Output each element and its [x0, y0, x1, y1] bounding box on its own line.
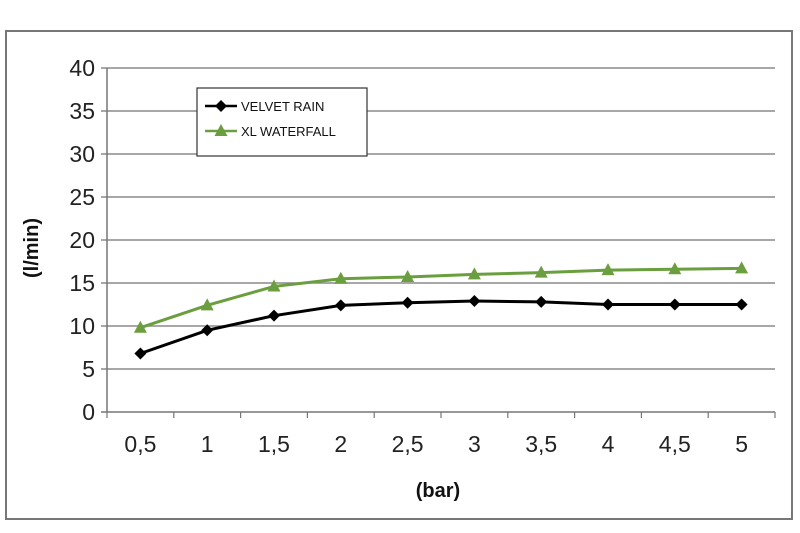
- y-axis-label: (l/min): [21, 218, 43, 278]
- x-tick-label: 4,5: [659, 431, 691, 457]
- x-tick-label: 3,5: [525, 431, 557, 457]
- diamond-marker: [134, 347, 147, 360]
- diamond-marker: [602, 298, 614, 311]
- x-tick-label: 1: [201, 431, 214, 457]
- diamond-marker: [401, 296, 414, 309]
- triangle-marker: [267, 279, 281, 292]
- x-tick-label: 0,5: [124, 431, 156, 457]
- y-tick-label: 20: [69, 227, 95, 253]
- x-tick-label: 2: [334, 431, 347, 457]
- legend-entry: VELVET RAIN: [241, 99, 324, 114]
- y-tick-label: 0: [82, 399, 95, 425]
- y-tick-labels: 0 5 10 15 20 25 30 35 40: [69, 55, 95, 425]
- y-tick-label: 10: [69, 313, 95, 339]
- diamond-marker: [201, 324, 214, 337]
- x-tick-label: 5: [735, 431, 748, 457]
- legend: VELVET RAIN XL WATERFALL: [196, 87, 368, 157]
- legend-entry: XL WATERFALL: [241, 124, 336, 139]
- triangle-marker: [200, 298, 214, 311]
- series-line: [139, 299, 742, 355]
- diamond-marker: [468, 295, 481, 308]
- series-group: [133, 261, 749, 360]
- x-axis-label: (bar): [416, 480, 460, 502]
- triangle-marker: [534, 265, 548, 278]
- x-tick-label: 1,5: [258, 431, 290, 457]
- diamond-marker: [334, 299, 347, 312]
- triangle-marker: [334, 271, 348, 284]
- y-tick-label: 40: [69, 55, 95, 81]
- series-xl-waterfall: [133, 261, 749, 333]
- y-tick-label: 15: [69, 270, 95, 296]
- y-tick-label: 25: [69, 184, 95, 210]
- triangle-marker: [668, 262, 682, 275]
- x-tick-label: 2,5: [392, 431, 424, 457]
- y-tick-label: 35: [69, 98, 95, 124]
- series-line: [139, 266, 742, 330]
- series-velvet-rain: [134, 295, 748, 360]
- y-tick-label: 30: [69, 141, 95, 167]
- chart-frame: [5, 30, 793, 520]
- diamond-marker: [735, 298, 748, 311]
- x-tick-label: 3: [468, 431, 481, 457]
- triangle-marker: [601, 263, 615, 276]
- x-tick-label: 4: [602, 431, 615, 457]
- triangle-marker: [467, 267, 481, 280]
- diamond-marker: [668, 298, 681, 311]
- triangle-marker: [133, 320, 147, 333]
- x-tick-labels: 0,5 1 1,5 2 2,5 3 3,5 4 4,5 5: [124, 431, 748, 457]
- diamond-marker: [535, 295, 548, 308]
- triangle-marker: [401, 269, 415, 282]
- diamond-marker: [268, 309, 280, 322]
- triangle-marker: [214, 124, 228, 136]
- legend-box: [196, 87, 368, 157]
- triangle-marker: [735, 261, 749, 274]
- y-tick-label: 5: [82, 356, 95, 382]
- diamond-marker: [215, 100, 227, 112]
